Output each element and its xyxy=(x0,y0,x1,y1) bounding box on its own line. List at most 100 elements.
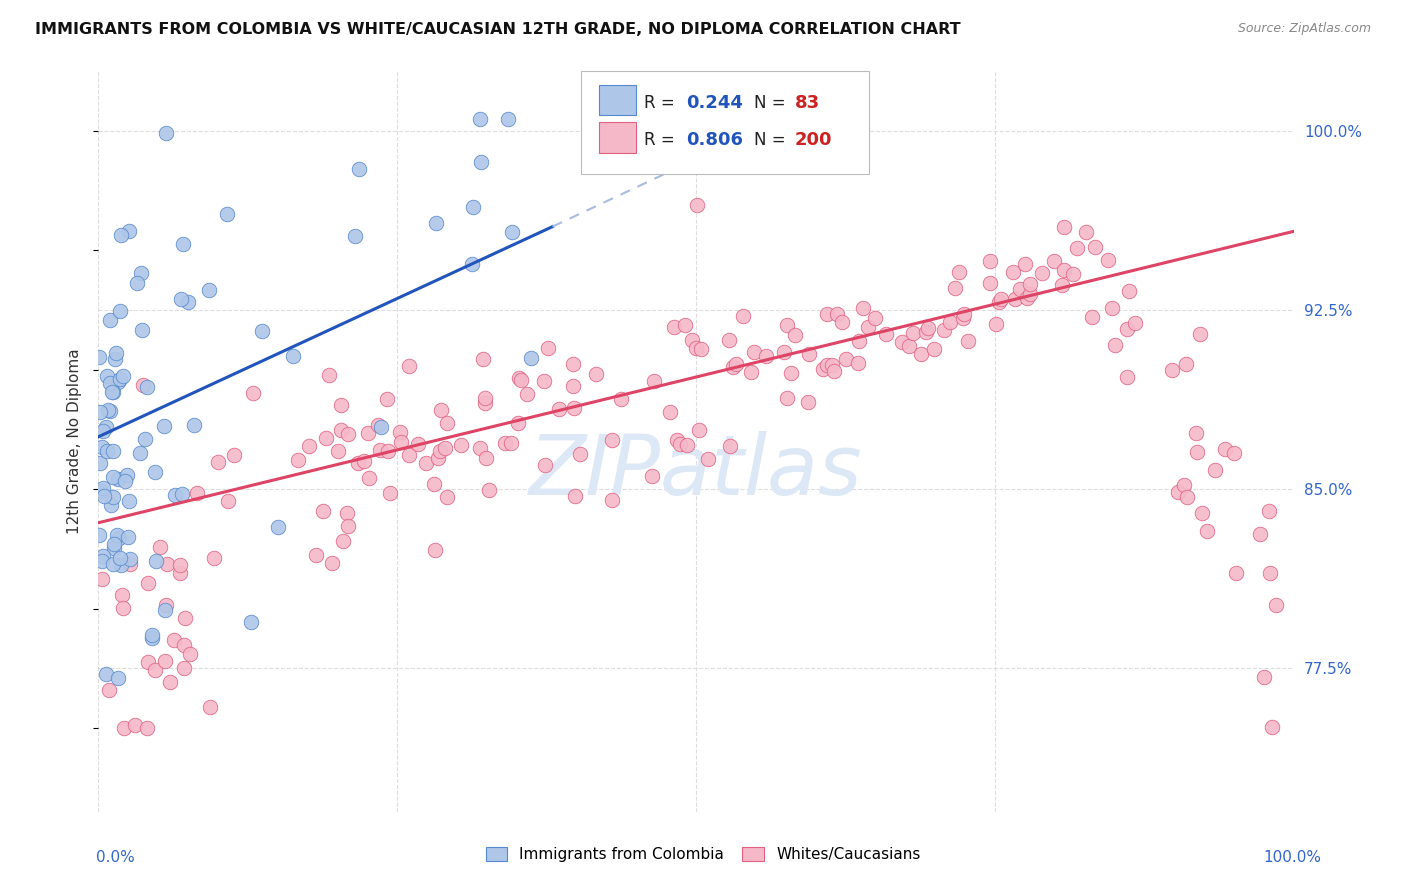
Point xyxy=(105,528,128,542)
Point xyxy=(979,253,1001,268)
Point xyxy=(173,638,195,652)
Point xyxy=(98,376,121,391)
Point xyxy=(1031,266,1053,280)
Point xyxy=(357,470,380,484)
Point xyxy=(568,447,591,461)
Point xyxy=(813,361,835,376)
Point xyxy=(172,487,194,501)
Point xyxy=(917,321,939,335)
Point xyxy=(690,342,713,356)
Point xyxy=(90,483,112,498)
Point xyxy=(101,557,124,571)
Point xyxy=(186,486,208,500)
Point xyxy=(537,341,560,355)
Point xyxy=(129,266,152,280)
Point xyxy=(110,558,132,573)
Point xyxy=(332,534,354,549)
Point xyxy=(118,552,141,566)
Point xyxy=(934,322,956,336)
Point xyxy=(1118,284,1140,298)
Point xyxy=(96,368,118,383)
Point xyxy=(1257,504,1279,518)
Point xyxy=(725,357,748,371)
Point xyxy=(834,352,856,367)
Point xyxy=(163,632,186,647)
Point xyxy=(114,474,136,488)
Point xyxy=(135,380,157,394)
Point xyxy=(740,366,762,380)
Point xyxy=(1018,287,1040,301)
Point xyxy=(198,700,221,714)
Point xyxy=(298,439,321,453)
Point xyxy=(1101,301,1123,315)
Point xyxy=(202,551,225,566)
Point xyxy=(1191,506,1213,520)
Point xyxy=(107,472,129,486)
Point xyxy=(141,628,163,642)
Point xyxy=(367,417,389,432)
Point xyxy=(434,441,457,455)
Point xyxy=(953,307,976,321)
Point xyxy=(179,647,201,661)
Point xyxy=(1123,317,1146,331)
Point xyxy=(987,295,1010,310)
Point xyxy=(169,566,191,581)
Point xyxy=(370,442,392,457)
Point xyxy=(173,660,195,674)
Point xyxy=(785,328,807,343)
Point xyxy=(153,654,176,668)
Point xyxy=(425,542,447,557)
Point xyxy=(717,333,740,347)
Point xyxy=(98,683,121,698)
Point xyxy=(90,573,112,587)
Point xyxy=(1050,278,1073,293)
Point xyxy=(217,207,239,221)
Point xyxy=(1004,292,1026,306)
Point xyxy=(470,154,492,169)
Text: 200: 200 xyxy=(794,131,832,149)
Text: IMMIGRANTS FROM COLOMBIA VS WHITE/CAUCASIAN 12TH GRADE, NO DIPLOMA CORRELATION C: IMMIGRANTS FROM COLOMBIA VS WHITE/CAUCAS… xyxy=(35,22,960,37)
Point xyxy=(131,323,153,337)
Point xyxy=(100,498,122,512)
Point xyxy=(600,493,623,508)
Point xyxy=(112,721,135,735)
Point xyxy=(685,341,707,355)
Point xyxy=(124,718,146,732)
Point xyxy=(863,311,886,326)
Point xyxy=(97,403,120,417)
Point xyxy=(956,334,979,348)
Point xyxy=(1175,490,1198,504)
Point xyxy=(979,277,1001,291)
Point xyxy=(1014,256,1036,270)
Point xyxy=(665,433,688,447)
Text: 0.244: 0.244 xyxy=(686,94,742,112)
Point xyxy=(823,364,845,378)
Point xyxy=(681,333,703,347)
Point xyxy=(89,456,111,470)
Point xyxy=(305,548,328,562)
Point xyxy=(508,371,530,385)
Legend: Immigrants from Colombia, Whites/Caucasians: Immigrants from Colombia, Whites/Caucasi… xyxy=(479,840,927,868)
Point xyxy=(346,456,368,470)
Point xyxy=(172,237,194,252)
Point xyxy=(100,404,122,418)
Point xyxy=(1173,478,1195,492)
Point xyxy=(112,369,135,384)
Point xyxy=(562,401,585,416)
Point xyxy=(155,602,177,616)
Point xyxy=(938,315,960,329)
Point xyxy=(398,359,420,373)
Point xyxy=(510,373,533,387)
Text: 83: 83 xyxy=(794,94,820,112)
Point xyxy=(111,601,134,615)
Point xyxy=(718,439,741,453)
Point xyxy=(1225,566,1247,580)
Point xyxy=(496,112,519,127)
Point xyxy=(145,554,167,568)
Point xyxy=(827,307,849,321)
Point xyxy=(948,265,970,279)
Point xyxy=(283,349,305,363)
Point xyxy=(721,360,744,375)
Point xyxy=(799,346,821,360)
Point xyxy=(388,425,411,439)
